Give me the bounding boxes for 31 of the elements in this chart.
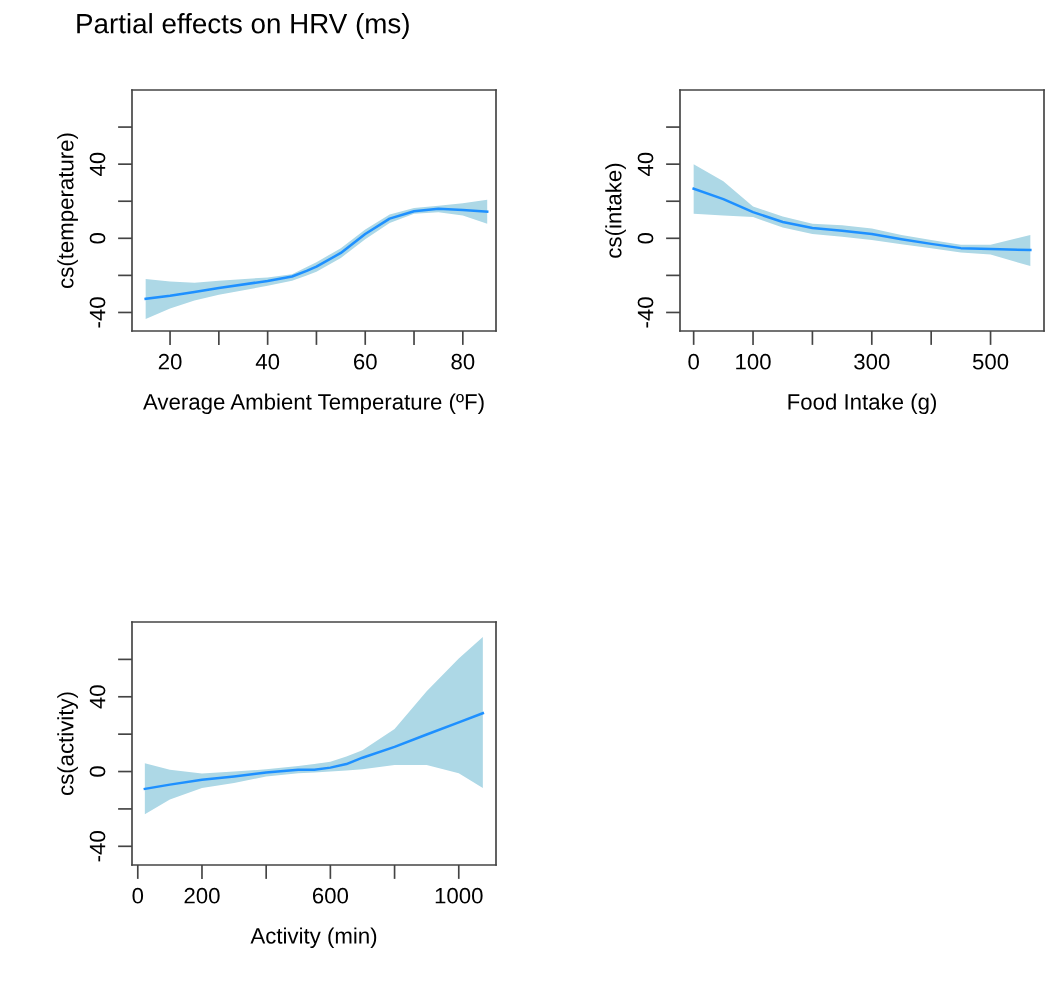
x-tick-label: 100 — [736, 353, 771, 370]
y-tick-label: 40 — [89, 685, 106, 709]
y-axis-title: cs(intake) — [605, 163, 626, 258]
x-tick-label: 20 — [158, 353, 182, 370]
x-tick-label: 40 — [255, 353, 280, 370]
y-tick-label: -40 — [637, 297, 654, 328]
y-tick-label: -40 — [89, 831, 106, 862]
chart-title: Partial effects on HRV (ms) — [77, 13, 409, 39]
x-axis-title: Food Intake (g) — [788, 393, 936, 415]
y-axis-title: cs(temperature) — [57, 133, 78, 288]
x-tick-label: 200 — [184, 887, 220, 904]
y-tick-label: 0 — [89, 766, 106, 777]
x-tick-label: 0 — [688, 353, 699, 370]
x-tick-label: 60 — [354, 353, 377, 370]
x-tick-label: 80 — [451, 353, 475, 370]
x-tick-label: 500 — [972, 353, 1009, 370]
x-tick-label: 300 — [854, 353, 890, 370]
y-tick-label: 40 — [637, 152, 654, 176]
x-tick-label: 0 — [132, 887, 144, 904]
line-series — [143, 711, 485, 791]
y-axis-title: cs(activity) — [57, 692, 78, 796]
x-tick-label: 600 — [312, 887, 349, 904]
y-tick-label: -40 — [89, 297, 106, 328]
line-series — [692, 187, 1032, 252]
y-tick-label: 40 — [89, 152, 106, 176]
line-series — [144, 207, 489, 300]
y-tick-label: 0 — [89, 233, 106, 244]
x-tick-label: 1000 — [435, 887, 483, 904]
y-tick-label: 0 — [637, 233, 654, 244]
x-axis-title: Activity (min) — [250, 927, 377, 949]
x-axis-title: Average Ambient Temperature (ºF) — [143, 393, 484, 415]
